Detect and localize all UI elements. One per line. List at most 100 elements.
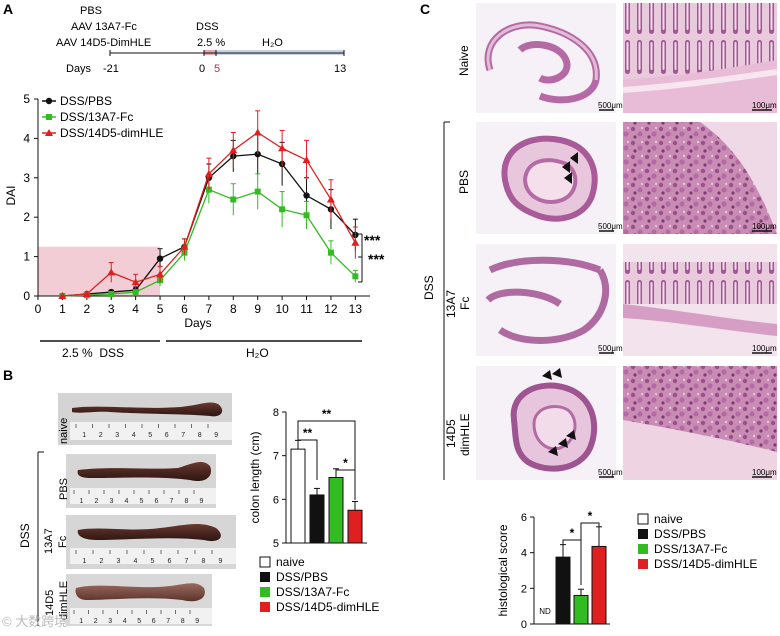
- colon-length-bar-pbs: [309, 494, 325, 544]
- dai-point-dim: [326, 195, 335, 203]
- histo-dim-arrow-2: [552, 368, 562, 378]
- dai-x-tick-label: 8: [230, 302, 237, 316]
- legend-c-fc: DSS/13A7-Fc: [654, 542, 727, 556]
- ruler-number: 9: [214, 432, 218, 439]
- histo-label-fc-2: Fc: [458, 297, 472, 310]
- ruler-number: 7: [181, 432, 185, 439]
- colon-tissue-pbs: [77, 462, 212, 482]
- ruler-number: 6: [168, 558, 172, 565]
- ruler-number: 7: [170, 498, 174, 505]
- treatment-dss-label: 2.5 % DSS: [62, 346, 124, 360]
- ruler-number: 9: [219, 558, 223, 565]
- legend-c: naive DSS/PBS DSS/13A7-Fc DSS/14D5-dimHL…: [637, 512, 757, 571]
- colon-length-y-label: colon length (cm): [248, 431, 262, 523]
- legend-c-fc-swatch: [638, 544, 648, 554]
- colon-sig-naive-dim-bracket: [297, 420, 356, 496]
- legend-a-pbs-label: DSS/PBS: [60, 94, 112, 108]
- panel-b-label: B: [3, 367, 13, 383]
- dai-point-dim: [107, 268, 116, 276]
- histo-score-bar-dim: [591, 545, 607, 625]
- legend-c-dim: DSS/14D5-dimHLE: [654, 557, 757, 571]
- dai-x-tick-label: 7: [206, 302, 213, 316]
- dai-sig-top: ***: [364, 232, 381, 248]
- ruler-number: 6: [165, 432, 169, 439]
- timeline-day-13: 13: [334, 63, 346, 75]
- dai-x-tick-label: 2: [83, 302, 90, 316]
- dai-x-tick-label: 0: [35, 302, 42, 316]
- dai-x-tick-label: 3: [108, 302, 115, 316]
- timeline-day-neg21: -21: [103, 63, 119, 75]
- dai-point-dim: [156, 270, 165, 278]
- ruler-number: 1: [83, 558, 87, 565]
- dai-point-fc: [279, 206, 286, 213]
- legend-c-naive-swatch: [637, 513, 649, 525]
- dai-point-dim: [82, 290, 91, 298]
- legend-b: naive DSS/PBS DSS/13A7-Fc DSS/14D5-dimHL…: [259, 555, 379, 614]
- ruler-number: 5: [140, 498, 144, 505]
- ruler-number: 3: [117, 558, 121, 565]
- ruler-dim: [70, 608, 212, 624]
- histo-dim-arrow-5: [548, 446, 558, 456]
- timeline-line-dim: AAV 14D5-DimHLE: [56, 37, 151, 49]
- histo-naive-high-lumen: [622, 69, 778, 93]
- scale-pbs-low: 500μm: [598, 222, 623, 231]
- dai-point-fc: [254, 188, 261, 195]
- ruler-number: 4: [125, 498, 129, 505]
- ruler-number: 1: [79, 618, 83, 625]
- timeline-line-fc: AAV 13A7-Fc: [71, 21, 137, 33]
- colon-sig-naive-dim: **: [322, 407, 332, 421]
- colon-tissue-fc: [77, 523, 221, 542]
- ruler-number: 9: [195, 618, 199, 625]
- legend-b-dim-swatch: [260, 602, 270, 612]
- ruler-number: 3: [108, 618, 112, 625]
- histo-pbs-arrow-2: [562, 161, 570, 173]
- watermark: © 大数跨境: [2, 614, 67, 629]
- colon-label-naive: naive: [58, 418, 70, 444]
- colon-label-pbs: PBS: [58, 478, 70, 500]
- ruler-number: 1: [80, 498, 84, 505]
- colon-length-y-tick-label: 5: [273, 538, 279, 550]
- colon-dss-label: DSS: [18, 523, 32, 548]
- histo-label-dim-1: 14D5: [444, 419, 458, 448]
- histo-label-fc-1: 13A7: [444, 290, 458, 318]
- histo-sig-pbs-fc: *: [570, 526, 575, 540]
- dai-y-tick-label: 2: [23, 210, 30, 224]
- ruler-number: 5: [151, 558, 155, 565]
- histo-dim-low-inner: [532, 405, 577, 451]
- ruler-number: 2: [100, 558, 104, 565]
- ruler-number: 5: [137, 618, 141, 625]
- dai-y-label: DAI: [4, 185, 18, 205]
- ruler-ticks-naive: 1 2 3 4 5 6 7 8 9: [75, 424, 218, 439]
- legend-b-pbs-swatch: [260, 572, 270, 582]
- histo-dim-arrow-3: [566, 430, 576, 440]
- dai-y-tick-label: 4: [23, 131, 30, 145]
- histology-images: [476, 3, 778, 480]
- legend-b-naive: naive: [276, 555, 305, 569]
- ruler-ticks-dim: 1 2 3 4 5 6 7 8 9: [73, 610, 199, 625]
- dai-x-tick-label: 5: [157, 302, 164, 316]
- ruler-number: 8: [202, 558, 206, 565]
- dai-y-tick-label: 0: [23, 289, 30, 303]
- histo-score-y-tick-label: 6: [521, 512, 527, 524]
- dai-x-tick-label: 13: [349, 302, 363, 316]
- dai-point-fc: [303, 212, 310, 219]
- colon-label-fc-1: 13A7: [43, 528, 55, 554]
- dai-point-dim: [278, 144, 287, 152]
- dai-y-tick-label: 5: [23, 92, 30, 106]
- histo-label-naive: Naive: [457, 45, 471, 76]
- colon-length-y-tick-label: 7: [273, 451, 279, 463]
- dai-point-dim: [131, 278, 140, 286]
- dai-point-fc: [108, 291, 115, 298]
- scale-fc-low: 500μm: [598, 344, 623, 353]
- dai-x-tick-label: 4: [132, 302, 139, 316]
- dai-point-dim: [302, 156, 311, 164]
- legend-b-fc: DSS/13A7-Fc: [276, 585, 349, 599]
- histo-score-bar-fc: [573, 594, 589, 625]
- histo-dim-high-submucosa: [623, 420, 777, 480]
- histo-fc-high-villi: [623, 262, 777, 304]
- dai-x-tick-label: 9: [254, 302, 261, 316]
- scale-fc-high: 100μm: [752, 344, 777, 353]
- histo-dim-arrow-1: [542, 370, 552, 380]
